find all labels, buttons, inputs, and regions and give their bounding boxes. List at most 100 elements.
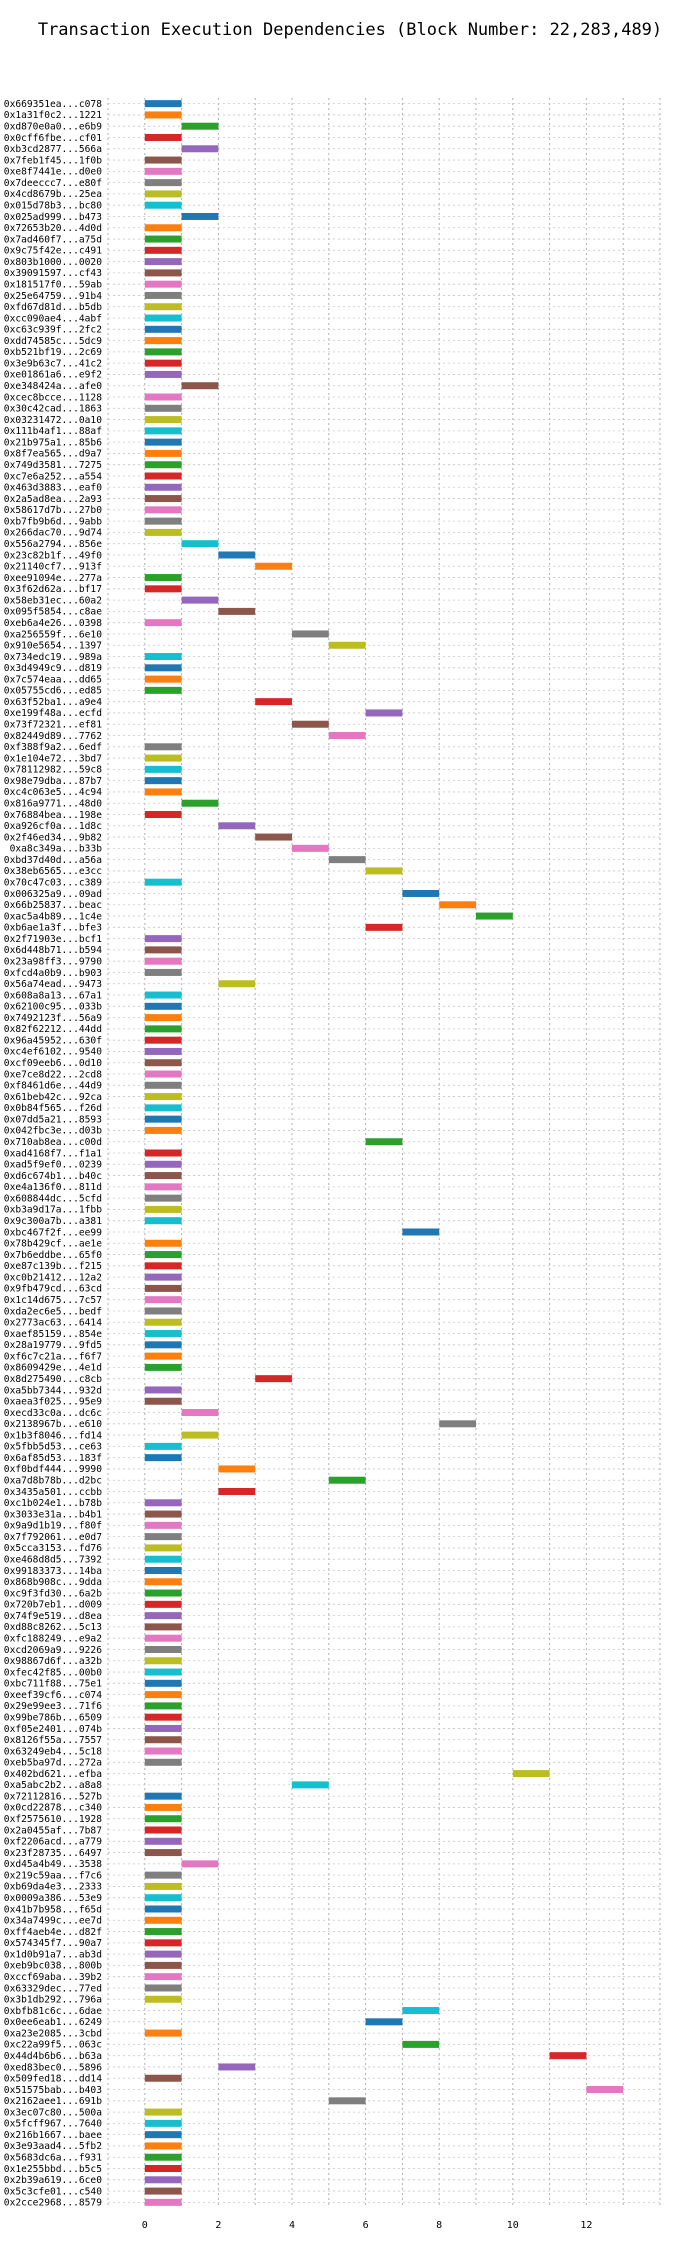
dependency-bar	[144, 1047, 182, 1055]
dependency-bar	[144, 1984, 182, 1992]
y-tick-label: 0x2f46ed34...9b82	[4, 832, 102, 843]
y-tick-label: 0xac5a4b89...1c4e	[4, 911, 102, 922]
dependency-bar	[144, 1454, 182, 1462]
dependency-bar	[144, 438, 182, 446]
dependency-bar	[218, 2063, 256, 2071]
dependency-bar	[144, 1296, 182, 1304]
dependency-bar	[144, 686, 182, 694]
y-tick-label: 0x28a19779...9fd5	[4, 1340, 102, 1351]
y-tick-label: 0xe01861a6...e9f2	[4, 370, 102, 381]
y-tick-label: 0x9a9d1b19...f80f	[4, 1521, 102, 1532]
dependency-bar	[144, 1307, 182, 1315]
y-tick-label: 0x63f52ba1...a9e4	[4, 697, 102, 708]
y-tick-label: 0xb3a9d17a...1fbb	[4, 1205, 102, 1216]
dependency-bar	[144, 1691, 182, 1699]
y-tick-label: 0xcd2069a9...9226	[4, 1645, 102, 1656]
y-tick-label: 0xda2ec6e5...bedf	[4, 1306, 102, 1317]
y-tick-label: 0x78112982...59c8	[4, 765, 102, 776]
dependency-bar	[144, 1871, 182, 1879]
y-tick-label: 0x5cca3153...fd76	[4, 1543, 102, 1554]
dependency-bar	[144, 1724, 182, 1732]
dependency-bar	[144, 2165, 182, 2173]
dependency-bar	[144, 303, 182, 311]
dependency-bar	[144, 1499, 182, 1507]
y-tick-label: 0x3e9b63c7...41c2	[4, 358, 102, 369]
dependency-bar	[144, 1600, 182, 1608]
dependency-bar	[218, 980, 256, 988]
y-tick-label: 0x61beb42c...92ca	[4, 1092, 102, 1103]
y-tick-label: 0x5683dc6a...f931	[4, 2153, 102, 2164]
dependency-bar	[144, 1973, 182, 1981]
dependency-bar	[144, 1849, 182, 1857]
dependency-bar	[144, 258, 182, 266]
dependency-bar	[144, 1025, 182, 1033]
dependency-bar	[144, 1014, 182, 1022]
dependency-bar	[144, 2198, 182, 2206]
y-tick-label: 0x98867d6f...a32b	[4, 1656, 102, 1667]
y-tick-label: 0x7f792061...e0d7	[4, 1532, 102, 1543]
y-tick-label: 0xcc090ae4...4abf	[4, 313, 102, 324]
y-tick-label: 0xee91094e...277a	[4, 573, 102, 584]
dependency-bar	[144, 483, 182, 491]
dependency-bar	[586, 2086, 624, 2094]
y-tick-label: 0xf2206acd...a779	[4, 1837, 102, 1848]
y-tick-label: 0x181517f0...59ab	[4, 279, 102, 290]
y-tick-label: 0x3e93aad4...5fb2	[4, 2141, 102, 2152]
y-tick-label: 0x749d3581...7275	[4, 460, 102, 471]
dependency-bar	[144, 506, 182, 514]
dependency-bar	[144, 133, 182, 141]
dependency-bar	[181, 596, 219, 604]
dependency-bar	[144, 574, 182, 582]
y-tick-label: 0x5c3cfe01...c540	[4, 2186, 102, 2197]
dependency-bar	[144, 810, 182, 818]
y-tick-label: 0x8126f55a...7557	[4, 1735, 102, 1746]
dependency-bar	[144, 461, 182, 469]
dependency-bar	[144, 2029, 182, 2037]
y-tick-label: 0xdd74585c...5dc9	[4, 336, 102, 347]
dependency-bar	[402, 1228, 440, 1236]
dependency-bar	[292, 720, 329, 728]
y-tick-label: 0x99183373...14ba	[4, 1566, 102, 1577]
y-tick-label: 0x3435a501...ccbb	[4, 1487, 102, 1498]
y-tick-label: 0x868b908c...9dda	[4, 1577, 102, 1588]
y-tick-label: 0xc1b024e1...b78b	[4, 1498, 102, 1509]
dependency-bar	[255, 698, 292, 706]
dependency-bar	[144, 1239, 182, 1247]
y-tick-label: 0x62100c95...033b	[4, 1002, 102, 1013]
y-tick-label: 0x25e64759...91b4	[4, 291, 102, 302]
dependency-bar	[144, 359, 182, 367]
y-tick-label: 0x2a0455af...7b87	[4, 1825, 102, 1836]
dependency-bar	[144, 246, 182, 254]
y-tick-label: 0x1e104e72...3bd7	[4, 753, 102, 764]
y-tick-label: 0x5fbb5d53...ce63	[4, 1442, 102, 1453]
dependency-bar	[144, 1928, 182, 1936]
dependency-bar	[181, 799, 219, 807]
dependency-bar	[144, 1939, 182, 1947]
y-tick-label: 0x78b429cf...ae1e	[4, 1239, 102, 1250]
y-tick-label: 0xa926cf0a...1d8c	[4, 821, 102, 832]
y-tick-label: 0x98e79dba...87b7	[4, 776, 102, 787]
dependency-bar	[144, 1521, 182, 1529]
dependency-bar	[181, 1431, 219, 1439]
dependency-bar	[144, 517, 182, 525]
dependency-bar	[144, 1126, 182, 1134]
y-tick-label: 0x219c59aa...f7c6	[4, 1870, 102, 1881]
dependency-bar	[144, 404, 182, 412]
y-tick-label: 0x70c47c03...c389	[4, 877, 102, 888]
dependency-bar	[144, 1036, 182, 1044]
y-tick-label: 0xb69da4e3...2333	[4, 1882, 102, 1893]
dependency-bar	[144, 935, 182, 943]
y-tick-label: 0xf8461d6e...44d9	[4, 1081, 102, 1092]
y-tick-label: 0x44d4b6b6...b63a	[4, 2051, 102, 2062]
x-tick-label: 10	[507, 2220, 519, 2231]
dependency-bar	[365, 1138, 403, 1146]
dependency-bar	[144, 1194, 182, 1202]
y-tick-label: 0x7deeccc7...e80f	[4, 178, 102, 189]
y-tick-label: 0x7c574eaa...dd65	[4, 674, 102, 685]
y-tick-label: 0x29e99ee3...71f6	[4, 1701, 102, 1712]
y-tick-label: 0xf388f9a2...6edf	[4, 742, 102, 753]
dependency-bar	[144, 878, 182, 886]
y-tick-label: 0x0ee6eab1...6249	[4, 2017, 102, 2028]
y-tick-label: 0xbc467f2f...ee99	[4, 1227, 102, 1238]
dependency-bar	[181, 122, 219, 130]
